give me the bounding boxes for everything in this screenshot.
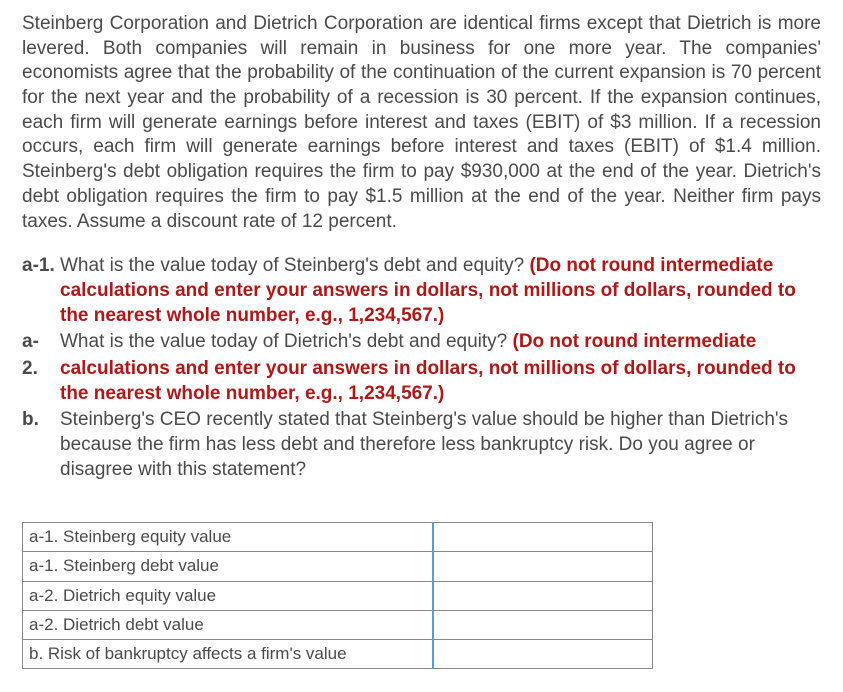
question-a2-label-bot: 2. — [22, 357, 60, 406]
bankruptcy-risk-input[interactable] — [440, 645, 647, 665]
table-row: b. Risk of bankruptcy affects a firm's v… — [23, 639, 653, 668]
dietrich-equity-input[interactable] — [440, 587, 647, 607]
table-row: a-1. Steinberg debt value — [23, 552, 653, 581]
question-list: a-1. What is the value today of Steinber… — [22, 254, 821, 482]
question-a2-body-top: What is the value today of Dietrich's de… — [60, 330, 821, 355]
input-cell — [433, 581, 653, 610]
row-label: a-1. Steinberg equity value — [23, 523, 433, 552]
problem-statement: Steinberg Corporation and Dietrich Corpo… — [22, 12, 821, 234]
question-a2-emph-bot: calculations and enter your answers in d… — [60, 358, 796, 404]
input-cell — [433, 523, 653, 552]
table-row: a-1. Steinberg equity value — [23, 523, 653, 552]
steinberg-equity-input[interactable] — [440, 528, 647, 548]
question-b-text: Steinberg's CEO recently stated that Ste… — [60, 408, 821, 482]
question-a1-text: What is the value today of Steinberg's d… — [60, 255, 529, 276]
question-b-label: b. — [22, 408, 60, 482]
question-a2-line1: a- What is the value today of Dietrich's… — [22, 330, 821, 355]
input-cell — [433, 639, 653, 668]
row-label: a-2. Dietrich debt value — [23, 610, 433, 639]
question-a2-emph-top: (Do not round intermediate — [513, 331, 757, 352]
question-a2-body-bot: calculations and enter your answers in d… — [60, 357, 821, 406]
answer-table: a-1. Steinberg equity value a-1. Steinbe… — [22, 522, 653, 668]
question-b: b. Steinberg's CEO recently stated that … — [22, 408, 821, 482]
row-label: a-1. Steinberg debt value — [23, 552, 433, 581]
question-a1: a-1. What is the value today of Steinber… — [22, 254, 821, 328]
question-a2-line2: 2. calculations and enter your answers i… — [22, 357, 821, 406]
question-a2-label-top: a- — [22, 330, 60, 355]
input-cell — [433, 610, 653, 639]
table-row: a-2. Dietrich debt value — [23, 610, 653, 639]
question-a1-body: What is the value today of Steinberg's d… — [60, 254, 821, 328]
row-label: b. Risk of bankruptcy affects a firm's v… — [23, 639, 433, 668]
row-label: a-2. Dietrich equity value — [23, 581, 433, 610]
dietrich-debt-input[interactable] — [440, 616, 647, 636]
question-a1-label: a-1. — [22, 254, 60, 328]
input-cell — [433, 552, 653, 581]
steinberg-debt-input[interactable] — [440, 557, 647, 577]
question-a2-text: What is the value today of Dietrich's de… — [60, 331, 513, 352]
table-row: a-2. Dietrich equity value — [23, 581, 653, 610]
